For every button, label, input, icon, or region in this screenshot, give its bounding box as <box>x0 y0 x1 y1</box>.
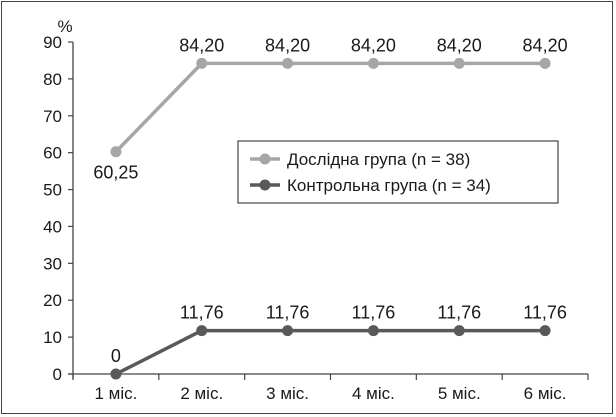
data-label: 60,25 <box>93 163 138 183</box>
x-tick-label: 2 міс. <box>180 384 223 403</box>
axes: 0 10 20 30 40 50 60 70 80 90% 1 міс. 2 міс. 3 міс. 4 … <box>43 17 589 403</box>
y-tick-label: 30 <box>43 254 62 273</box>
series-2-point <box>196 325 208 337</box>
data-label: 11,76 <box>266 303 310 323</box>
y-tick-label: 10 <box>43 328 62 347</box>
y-tick-label: 0 <box>53 365 62 384</box>
series-1-point <box>110 146 122 158</box>
series-1-point <box>282 57 294 69</box>
data-label: 11,76 <box>352 303 396 323</box>
series-1-point <box>367 57 379 69</box>
y-axis-label: % <box>57 17 72 36</box>
legend-entry: Дослідна група (n = 38) <box>287 150 470 169</box>
y-tick-label: 90 <box>43 33 62 52</box>
y-tick-label: 70 <box>43 107 62 126</box>
legend-swatch-marker <box>259 153 271 165</box>
series-2-point <box>453 325 465 337</box>
y-tick-label: 20 <box>43 291 62 310</box>
series-1-point <box>539 57 551 69</box>
series-layer <box>110 57 551 380</box>
data-label: 84,20 <box>437 35 482 55</box>
data-label: 84,20 <box>523 35 568 55</box>
series-line-1 <box>114 61 546 153</box>
data-labels: 60,25 84,20 84,20 84,20 84,20 84,20 0 11,76 11,7… <box>93 35 567 366</box>
data-label: 84,20 <box>265 35 310 55</box>
legend-entry: Контрольна група (n = 34) <box>287 176 491 195</box>
x-tick-label: 4 міс. <box>352 384 395 403</box>
data-label: 11,76 <box>437 303 481 323</box>
legend: Дослідна група (n = 38) Контрольна група … <box>237 140 559 204</box>
data-label: 84,20 <box>351 35 396 55</box>
legend-box <box>237 140 559 204</box>
y-tick-label: 40 <box>43 217 62 236</box>
legend-swatch-marker <box>259 179 271 191</box>
series-line-2 <box>115 328 546 376</box>
series-2-point <box>110 368 122 380</box>
x-tick-label: 6 міс. <box>524 384 567 403</box>
data-label: 0 <box>111 346 121 366</box>
data-label: 11,76 <box>180 303 224 323</box>
data-label: 84,20 <box>179 35 224 55</box>
series-2-point <box>367 325 379 337</box>
series-2-point <box>539 325 551 337</box>
series-1-point <box>453 57 465 69</box>
series-1-point <box>196 57 208 69</box>
y-tick-label: 60 <box>43 144 62 163</box>
series-2-point <box>282 325 294 337</box>
data-label: 11,76 <box>523 303 567 323</box>
x-tick-label: 3 міс. <box>266 384 309 403</box>
x-tick-label: 5 міс. <box>438 384 481 403</box>
x-tick-label: 1 міс. <box>94 384 137 403</box>
y-tick-label: 80 <box>43 70 62 89</box>
y-tick-label: 50 <box>43 181 62 200</box>
